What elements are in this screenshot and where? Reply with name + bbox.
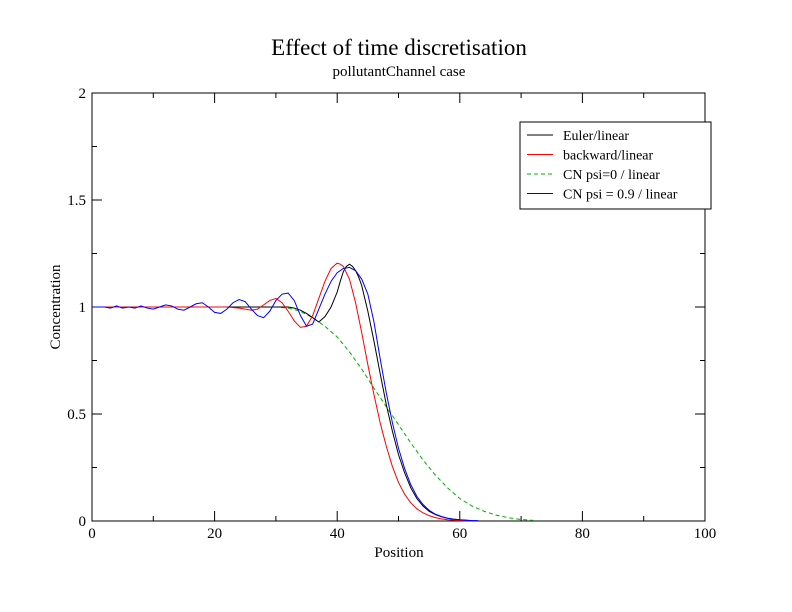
y-tick-label: 1 <box>79 300 87 316</box>
chart-title: Effect of time discretisation <box>271 35 527 60</box>
legend-label: CN psi = 0.9 / linear <box>563 188 678 203</box>
legend-label: CN psi=0 / linear <box>563 168 660 183</box>
y-tick-label: 1.5 <box>67 193 86 209</box>
y-tick-label: 0.5 <box>67 407 86 423</box>
legend-label: Euler/linear <box>563 129 629 144</box>
y-tick-label: 2 <box>79 86 87 102</box>
legend-label: backward/linear <box>563 149 654 164</box>
series-line-1 <box>92 262 473 522</box>
x-tick-label: 60 <box>452 526 467 542</box>
y-axis-label: Concentration <box>48 264 64 349</box>
series-line-0 <box>92 263 479 522</box>
x-axis-label: Position <box>374 545 424 561</box>
y-tick-label: 0 <box>79 514 87 530</box>
x-tick-label: 100 <box>694 526 717 542</box>
x-tick-label: 80 <box>575 526 590 542</box>
series-line-3 <box>92 266 479 522</box>
series-layer <box>92 262 534 522</box>
x-tick-label: 20 <box>207 526 222 542</box>
legend: Euler/linear backward/linear CN psi=0 / li… <box>519 121 712 210</box>
x-tick-label: 40 <box>330 526 345 542</box>
legend-box <box>519 121 712 210</box>
series-line-2 <box>92 306 534 521</box>
chart-subtitle: pollutantChannel case <box>333 64 466 80</box>
axis-ticks: 0 20 40 60 80 100 0 0.5 1 1.5 2 <box>67 86 716 542</box>
x-tick-label: 0 <box>88 526 96 542</box>
legend-entries: Euler/linear backward/linear CN psi=0 / li… <box>527 129 678 203</box>
